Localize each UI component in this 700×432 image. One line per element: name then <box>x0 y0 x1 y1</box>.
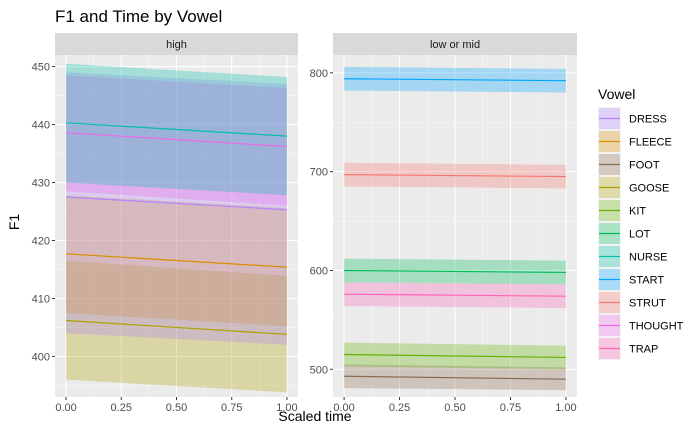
facet-strip <box>333 33 577 55</box>
legend-item-foot: FOOT <box>598 153 660 176</box>
legend-label: NURSE <box>629 252 668 264</box>
legend-item-kit: KIT <box>598 199 646 222</box>
legend-label: START <box>629 275 664 287</box>
legend-item-fleece: FLEECE <box>598 130 672 153</box>
x-tick-label: 1.00 <box>276 402 297 414</box>
panel-high: high 400 410 420 430 440 450 0.00 0.25 0.50 0.75 1.… <box>32 33 298 414</box>
facet-label: low or mid <box>430 39 480 51</box>
legend-label: TRAP <box>629 344 658 356</box>
ribbon-goose <box>66 260 287 393</box>
line-strut <box>344 174 566 178</box>
legend-item-goose: GOOSE <box>598 176 669 199</box>
legend-title: Vowel <box>598 86 635 102</box>
facet-label: high <box>166 39 187 51</box>
line-trap <box>344 293 566 297</box>
legend-label: GOOSE <box>629 183 669 195</box>
legend-item-lot: LOT <box>598 222 651 245</box>
y-tick-label: 500 <box>310 364 328 376</box>
line-thought <box>66 132 287 148</box>
legend-item-strut: STRUT <box>598 291 666 314</box>
legend-label: KIT <box>629 206 646 218</box>
y-tick-label: 800 <box>310 68 328 80</box>
x-tick-label: 0.50 <box>166 402 187 414</box>
line-nurse <box>66 122 287 137</box>
y-tick-label: 450 <box>32 62 50 74</box>
legend-item-start: START <box>598 268 664 291</box>
y-tick-label: 430 <box>32 178 50 190</box>
y-axis-label: F1 <box>6 214 22 231</box>
legend-label: LOT <box>629 229 651 241</box>
legend-label: THOUGHT <box>629 321 684 333</box>
legend-label: FLEECE <box>629 137 672 149</box>
line-kit <box>344 353 566 359</box>
x-tick-label: 0.00 <box>333 402 354 414</box>
line-dress <box>66 196 287 211</box>
chart-title: F1 and Time by Vowel <box>55 7 222 26</box>
x-tick-label: 0.75 <box>500 402 521 414</box>
y-tick-label: 410 <box>32 293 50 305</box>
panels: high 400 410 420 430 440 450 0.00 0.25 0.50 0.75 1.… <box>32 33 577 414</box>
legend-item-trap: TRAP <box>598 337 658 360</box>
x-tick-label: 0.75 <box>221 402 242 414</box>
x-tick-label: 0.50 <box>444 402 465 414</box>
y-tick-label: 600 <box>310 265 328 277</box>
line-fleece <box>66 253 287 268</box>
y-tick-label: 700 <box>310 167 328 179</box>
legend-item-nurse: NURSE <box>598 245 668 268</box>
line-start <box>344 78 566 82</box>
legend-label: FOOT <box>629 160 660 172</box>
legend-label: DRESS <box>629 114 667 126</box>
legend-label: STRUT <box>629 298 666 310</box>
y-tick-label: 420 <box>32 235 50 247</box>
panel-low-or-mid: low or mid 500 600 700 800 0.00 0.25 0.50 0.75 1.… <box>310 33 577 414</box>
line-foot <box>344 375 566 380</box>
legend-item-dress: DRESS <box>598 107 667 130</box>
y-tick-label: 400 <box>32 351 50 363</box>
legend: Vowel DRESS FLEECE FOOT GOOSE KIT LOT NURSE STA… <box>598 86 684 360</box>
x-tick-label: 0.25 <box>111 402 132 414</box>
ribbon-thought <box>66 75 287 206</box>
x-tick-label: 1.00 <box>555 402 576 414</box>
x-axis-label: Scaled time <box>278 408 351 424</box>
x-tick-label: 0.25 <box>389 402 410 414</box>
x-tick-label: 0.00 <box>55 402 76 414</box>
line-goose <box>66 319 287 335</box>
legend-item-thought: THOUGHT <box>598 314 684 337</box>
facet-strip <box>55 33 298 55</box>
line-lot <box>344 269 566 274</box>
ribbon-dress <box>66 72 287 345</box>
y-tick-label: 440 <box>32 120 50 132</box>
